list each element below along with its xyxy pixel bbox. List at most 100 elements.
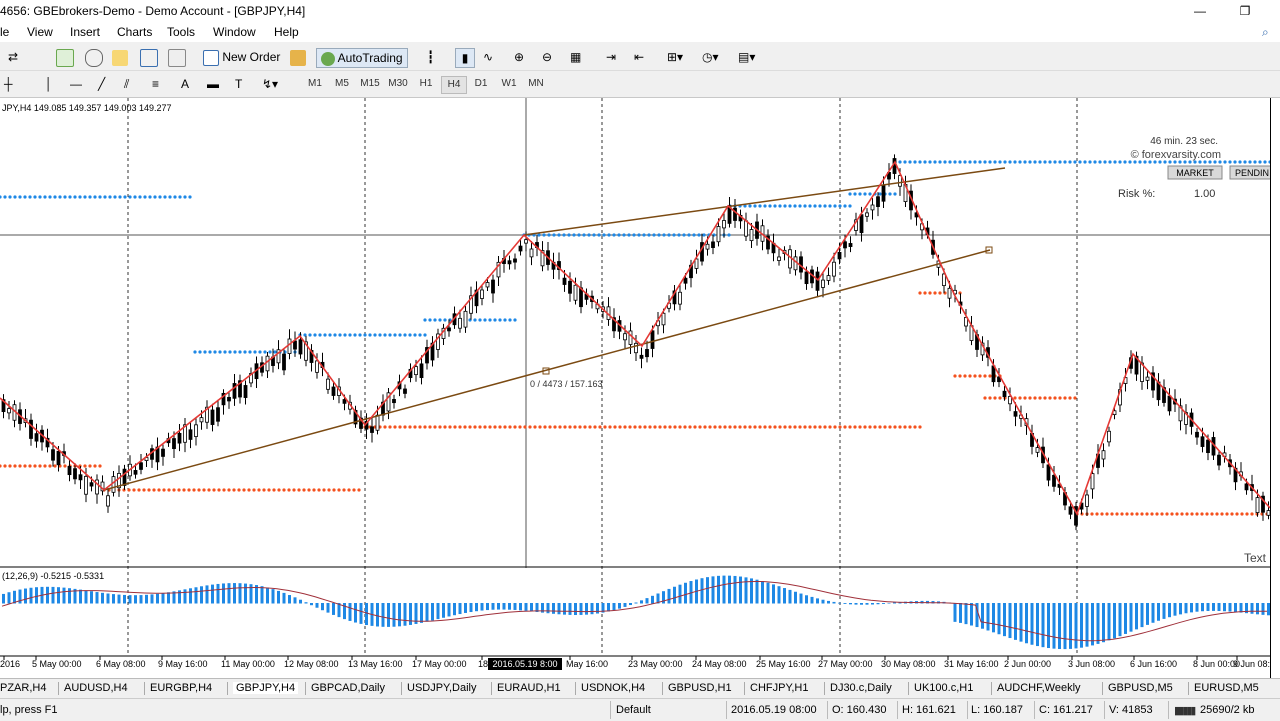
symbol-tab[interactable]: AUDCHF,Weekly <box>997 682 1081 694</box>
channel-icon[interactable]: ⫽ <box>124 77 130 91</box>
level-dot <box>178 195 182 199</box>
level-dot <box>302 488 306 492</box>
level-dot <box>498 318 502 322</box>
macd-bar <box>183 589 187 604</box>
symbol-tab[interactable]: GBPCAD,Daily <box>311 682 385 694</box>
tf-m5[interactable]: M5 <box>335 78 349 89</box>
maximize-button[interactable]: ❐ <box>1239 4 1251 18</box>
candle-body <box>837 251 842 260</box>
level-dot <box>538 425 542 429</box>
chart-canvas[interactable]: JPY,H4 149.085 149.357 149.003 149.277 4… <box>0 98 1270 678</box>
market-watch-icon[interactable] <box>140 48 158 67</box>
autoscroll-icon[interactable]: ⇥ <box>606 50 617 64</box>
favorites-icon[interactable] <box>112 48 128 66</box>
tf-m30[interactable]: M30 <box>388 78 408 89</box>
horizontal-line-icon[interactable]: — <box>70 77 82 91</box>
tf-m1[interactable]: M1 <box>308 78 322 89</box>
periods-icon[interactable]: ◷▾ <box>702 50 719 64</box>
level-dot <box>883 425 887 429</box>
search-icon[interactable]: ⌕ <box>1262 25 1269 39</box>
zoom-out-icon[interactable]: ⊖ <box>542 50 553 64</box>
vertical-line-icon[interactable]: │ <box>45 77 53 91</box>
indicators-icon[interactable]: ⊞▾ <box>667 50 684 64</box>
level-dot <box>858 192 862 196</box>
level-dot <box>643 425 647 429</box>
trendline-handle[interactable] <box>542 367 550 375</box>
risk-value[interactable]: 1.00 <box>1194 188 1215 200</box>
macd-bar <box>678 584 682 604</box>
candle-body <box>1134 355 1139 375</box>
crosshair-icon[interactable]: ┼ <box>4 77 13 91</box>
level-dot <box>628 425 632 429</box>
symbol-tab[interactable]: EURUSD,M5 <box>1194 682 1259 694</box>
tf-h1[interactable]: H1 <box>419 78 433 89</box>
macd-bar <box>1124 603 1127 634</box>
menu-file[interactable]: le <box>0 25 10 39</box>
trendline-handle[interactable] <box>985 246 993 254</box>
symbol-tab[interactable]: DJ30.c,Daily <box>830 682 892 694</box>
macd-bar <box>260 586 264 604</box>
pending-button[interactable] <box>1229 165 1270 180</box>
autotrading-button[interactable]: AutoTrading <box>316 48 408 68</box>
candle-body <box>447 327 451 332</box>
trendline-icon[interactable]: ╱ <box>98 77 106 91</box>
templates-icon[interactable]: ▤▾ <box>738 50 756 64</box>
price-chart[interactable]: JPY,H4 149.085 149.357 149.003 149.277 4… <box>0 98 1270 678</box>
zoom-in-icon[interactable]: ⊕ <box>514 50 525 64</box>
new-chart-icon[interactable] <box>56 48 74 67</box>
symbol-tab[interactable]: USDJPY,Daily <box>407 682 477 694</box>
level-dot <box>1150 512 1154 516</box>
symbol-tab[interactable]: CHFJPY,H1 <box>750 682 809 694</box>
menu-help[interactable]: Help <box>274 25 299 39</box>
tf-m15[interactable]: M15 <box>360 78 380 89</box>
symbol-tab[interactable]: GBPUSD,H1 <box>668 682 732 694</box>
text-tool-icon[interactable]: A <box>181 77 190 91</box>
menu-view[interactable]: View <box>27 25 53 39</box>
symbol-tab[interactable]: UK100.c,H1 <box>914 682 974 694</box>
navigator-icon[interactable] <box>168 48 186 67</box>
profiles-icon[interactable] <box>85 48 103 67</box>
tf-mn[interactable]: MN <box>528 78 544 89</box>
symbol-tab[interactable]: GBPJPY,H4 <box>233 682 299 694</box>
symbol-tab[interactable]: EURGBP,H4 <box>150 682 213 694</box>
text-object[interactable]: Text <box>1244 551 1267 565</box>
meta-editor-icon[interactable] <box>290 48 306 66</box>
symbol-tab[interactable]: GBPUSD,M5 <box>1108 682 1173 694</box>
arrow-icon[interactable]: ⇄ <box>8 50 19 64</box>
menu-tools[interactable]: Tools <box>167 25 196 39</box>
symbol-tab[interactable]: AUDUSD,H4 <box>64 682 128 694</box>
candle-body <box>45 437 50 448</box>
tf-d1[interactable]: D1 <box>474 78 488 89</box>
tf-w1[interactable]: W1 <box>501 78 517 89</box>
symbol-tab[interactable]: PZAR,H4 <box>0 682 47 694</box>
label-tool-icon[interactable]: ▬ <box>207 77 219 91</box>
level-dot <box>748 425 752 429</box>
symbol-tab[interactable]: USDNOK,H4 <box>581 682 646 694</box>
menu-insert[interactable]: Insert <box>70 25 101 39</box>
level-dot <box>848 192 852 196</box>
macd-bar <box>799 593 803 604</box>
bar-chart-icon[interactable]: ┇ <box>427 50 435 64</box>
shapes-icon[interactable]: ↯▾ <box>262 77 279 91</box>
menu-charts[interactable]: Charts <box>117 25 153 39</box>
minimize-button[interactable]: — <box>1194 4 1206 18</box>
tf-h4[interactable]: H4 <box>441 76 467 94</box>
fibonacci-icon[interactable]: ≡ <box>152 77 160 91</box>
new-order-button[interactable]: New Order <box>203 48 280 66</box>
tile-windows-icon[interactable]: ▦ <box>570 50 582 64</box>
level-dot <box>938 291 942 295</box>
level-dot <box>423 333 427 337</box>
menu-window[interactable]: Window <box>213 25 256 39</box>
lower-trendline[interactable] <box>103 249 991 491</box>
candlestick-icon[interactable]: ▮ <box>455 48 475 68</box>
upper-trendline[interactable] <box>523 167 1006 236</box>
text-label-icon[interactable]: T <box>235 77 243 91</box>
symbol-tab[interactable]: EURAUD,H1 <box>497 682 561 694</box>
status-profile[interactable]: Default <box>616 704 651 716</box>
market-button[interactable] <box>1167 165 1223 180</box>
level-dot <box>602 233 606 237</box>
chart-shift-icon[interactable]: ⇤ <box>634 50 645 64</box>
price-scale[interactable] <box>1270 98 1280 678</box>
level-dot <box>127 488 131 492</box>
line-chart-icon[interactable]: ∿ <box>483 50 494 64</box>
